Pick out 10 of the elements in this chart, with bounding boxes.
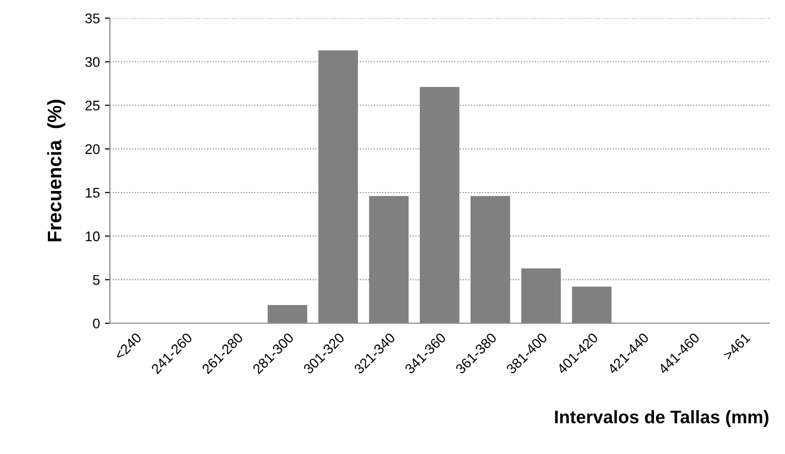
y-axis-title: Frecuencia (%) — [47, 100, 66, 242]
y-tick-label: 35 — [85, 13, 100, 24]
y-tick-label: 10 — [86, 231, 100, 242]
x-axis-title: Intervalos de Tallas (mm) — [555, 410, 768, 427]
y-tick-label: 30 — [85, 57, 100, 67]
y-tick-label: 25 — [85, 100, 100, 110]
y-tick-label: 15 — [86, 188, 100, 198]
y-tick-label: 0 — [92, 318, 100, 328]
y-tick-label: 20 — [85, 144, 100, 154]
y-tick-label: 5 — [93, 275, 100, 285]
